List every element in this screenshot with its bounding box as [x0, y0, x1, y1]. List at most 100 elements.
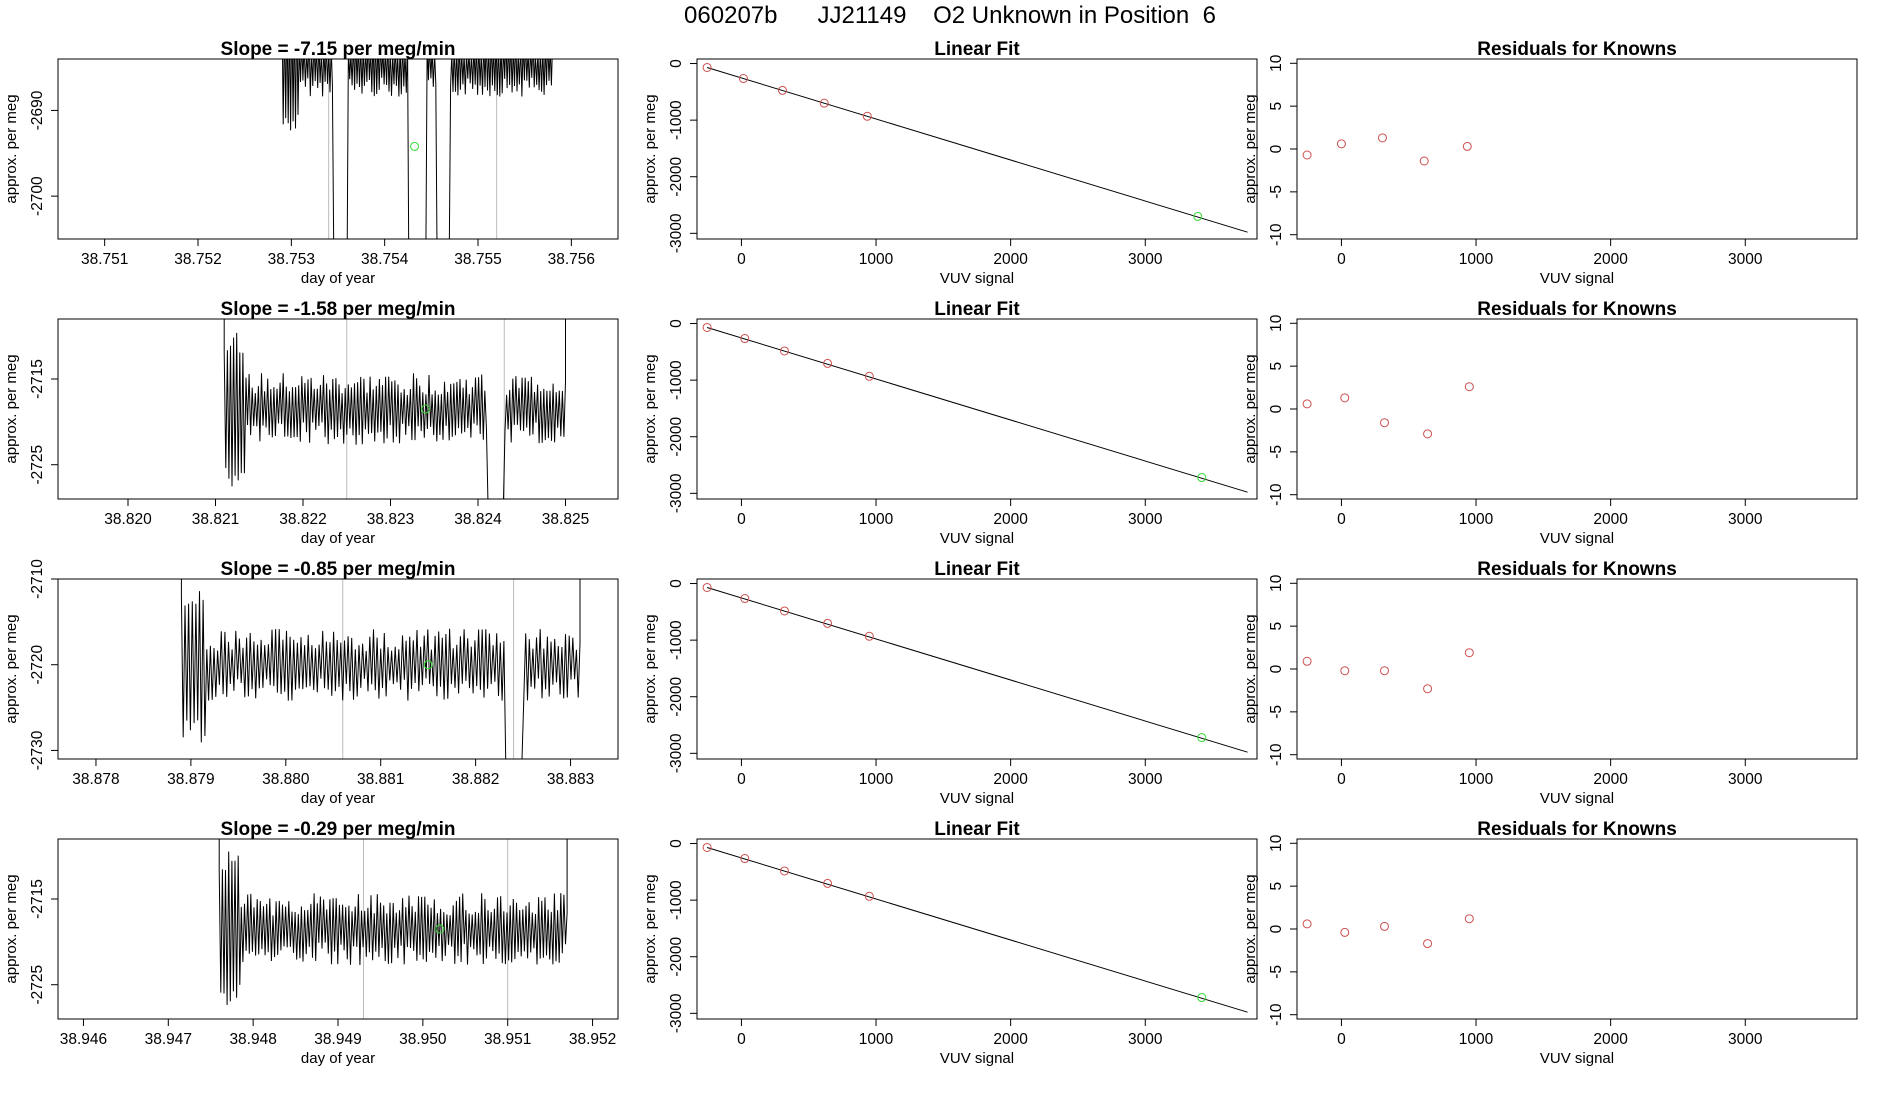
- x-tick-label: 3000: [1128, 1031, 1163, 1048]
- panel-title: Residuals for Knowns: [1477, 559, 1677, 580]
- data-layer: [223, 319, 566, 499]
- x-tick-label: 38.951: [484, 1031, 531, 1048]
- y-tick-label: 0: [668, 579, 685, 588]
- y-tick-label: -1000: [668, 880, 685, 920]
- residual-point: [1464, 914, 1474, 924]
- panel-row2-residuals: Residuals for Knowns 0 1000 2000 3000 VUV sig…: [1242, 299, 1858, 547]
- known-point: [740, 854, 750, 864]
- fit-line: [706, 67, 1248, 233]
- residual-point: [1302, 919, 1312, 929]
- y-tick-label: 5: [1268, 102, 1285, 111]
- x-tick-label: 1000: [859, 771, 894, 788]
- residual-point: [1419, 156, 1429, 166]
- x-tick-label: 1000: [1459, 1031, 1494, 1048]
- panel-title: Slope = -7.15 per meg/min: [221, 39, 456, 60]
- plot-frame: [57, 318, 619, 500]
- x-tick-label: 3000: [1728, 511, 1763, 528]
- panel-title: Linear Fit: [934, 299, 1020, 320]
- residual-point: [1302, 656, 1312, 666]
- y-tick-label: -10: [1268, 223, 1285, 246]
- plot-frame: [57, 838, 619, 1020]
- y-tick-label: -2720: [29, 645, 46, 685]
- x-tick-label: 0: [1337, 1031, 1346, 1048]
- x-tick-label: 1000: [859, 1031, 894, 1048]
- x-tick-label: 38.879: [167, 771, 214, 788]
- known-point: [864, 631, 874, 641]
- known-point: [702, 582, 712, 592]
- residual-point: [1336, 139, 1346, 149]
- residual-point: [1380, 418, 1389, 428]
- x-tick-label: 38.756: [548, 251, 595, 268]
- residual-point: [1462, 141, 1472, 151]
- residual-point: [1377, 133, 1387, 143]
- panel-row1-time-series: Slope = -7.15 per meg/min 38.751 38.752 38.…: [3, 39, 619, 287]
- residual-point: [1302, 399, 1312, 409]
- x-tick-label: 38.753: [268, 251, 315, 268]
- panel-row3-residuals: Residuals for Knowns 0 1000 2000 3000 VUV sig…: [1242, 559, 1858, 807]
- x-axis-label: VUV signal: [940, 270, 1014, 287]
- y-axis-label: approx. per meg: [1242, 874, 1259, 983]
- known-point: [823, 358, 833, 368]
- x-axis-label: VUV signal: [1540, 270, 1614, 287]
- x-tick-label: 0: [737, 771, 746, 788]
- y-axis-label: approx. per meg: [1242, 94, 1259, 203]
- y-tick-label: -1000: [668, 360, 685, 400]
- data-layer: [180, 579, 581, 759]
- y-tick-label: 10: [1268, 574, 1285, 592]
- x-axis-label: day of year: [301, 270, 375, 287]
- panel-title: Residuals for Knowns: [1477, 819, 1677, 840]
- x-tick-label: 38.825: [542, 511, 589, 528]
- y-tick-label: 10: [1268, 314, 1285, 332]
- series-line: [223, 319, 566, 499]
- x-tick-label: 0: [737, 251, 746, 268]
- series-line: [218, 839, 568, 1006]
- x-tick-label: 38.823: [367, 511, 414, 528]
- y-tick-label: -2000: [668, 417, 685, 457]
- y-tick-label: -2715: [29, 359, 46, 399]
- known-point: [780, 606, 789, 616]
- x-tick-label: 38.751: [81, 251, 128, 268]
- residual-point: [1340, 393, 1350, 403]
- plot-frame: [696, 58, 1258, 240]
- y-tick-label: 5: [1268, 362, 1285, 371]
- residual-point: [1423, 429, 1433, 439]
- data-layer: [702, 62, 1248, 233]
- x-tick-label: 1000: [1459, 511, 1494, 528]
- x-tick-label: 3000: [1128, 511, 1163, 528]
- y-tick-label: -3000: [668, 993, 685, 1033]
- data-layer: [702, 842, 1248, 1013]
- data-layer: [218, 839, 568, 1019]
- panel-row3-time-series: Slope = -0.85 per meg/min 38.878 38.879 38.…: [3, 559, 619, 807]
- y-axis-label: approx. per meg: [642, 874, 659, 983]
- y-axis-label: approx. per meg: [1242, 354, 1259, 463]
- panel-row2-time-series: Slope = -1.58 per meg/min 38.820 38.821 38.…: [3, 299, 619, 547]
- x-tick-label: 38.950: [399, 1031, 447, 1048]
- plot-frame: [696, 578, 1258, 760]
- y-tick-label: -2000: [668, 677, 685, 717]
- y-tick-label: 0: [1268, 144, 1285, 153]
- unknown-point: [423, 660, 433, 670]
- unknown-point: [421, 404, 430, 414]
- x-tick-label: 38.754: [361, 251, 409, 268]
- plot-frame: [57, 58, 619, 240]
- residual-point: [1423, 939, 1433, 949]
- fit-line: [706, 327, 1248, 493]
- panel-row4-time-series: Slope = -0.29 per meg/min 38.946 38.947 38.…: [3, 819, 619, 1067]
- residual-point: [1340, 927, 1350, 937]
- x-tick-label: 3000: [1728, 771, 1763, 788]
- x-tick-label: 1000: [1459, 251, 1494, 268]
- y-axis-label: approx. per meg: [3, 614, 20, 723]
- x-tick-label: 38.947: [145, 1031, 192, 1048]
- y-tick-label: 0: [1268, 924, 1285, 933]
- panel-title: Linear Fit: [934, 39, 1020, 60]
- y-axis-label: approx. per meg: [642, 94, 659, 203]
- residual-point: [1380, 666, 1389, 676]
- x-tick-label: 3000: [1728, 1031, 1763, 1048]
- known-point: [738, 74, 748, 84]
- known-point: [740, 594, 750, 604]
- y-axis-label: approx. per meg: [642, 354, 659, 463]
- residual-point: [1340, 666, 1350, 676]
- panel-title: Slope = -0.29 per meg/min: [221, 819, 456, 840]
- y-tick-label: -1000: [668, 620, 685, 660]
- x-axis-label: VUV signal: [940, 790, 1014, 807]
